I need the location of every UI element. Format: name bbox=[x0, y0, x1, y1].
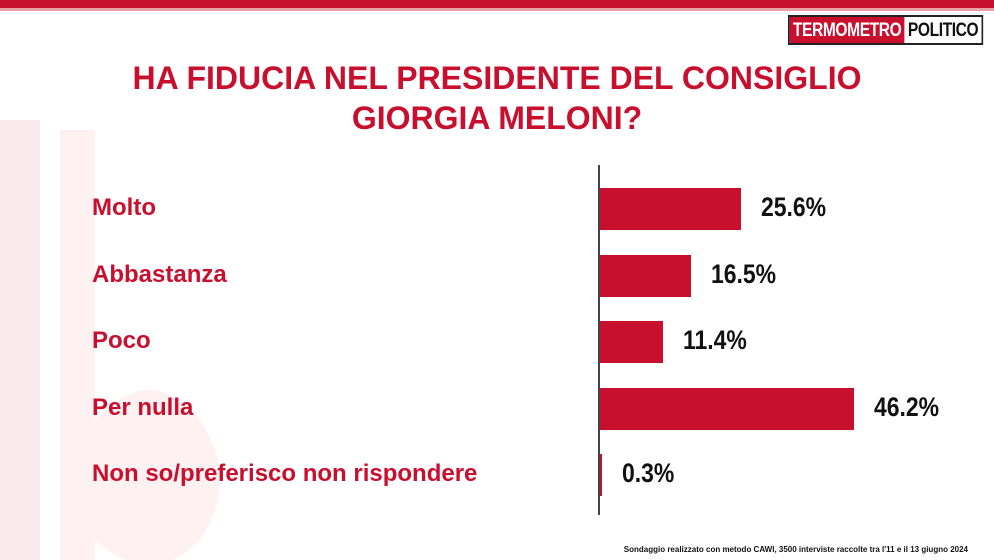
chart-title-line-2: GIORGIA MELONI? bbox=[351, 100, 643, 136]
background-watermark bbox=[0, 120, 220, 560]
category-label: Non so/preferisco non rispondere bbox=[92, 460, 478, 487]
value-label: 0.3% bbox=[622, 458, 675, 488]
category-label: Per nulla bbox=[92, 393, 194, 421]
bar bbox=[600, 321, 663, 363]
value-label: 46.2% bbox=[874, 391, 940, 422]
value-label: 25.6% bbox=[760, 192, 826, 222]
termometro-politico-logo: TERMOMETRO POLITICO bbox=[788, 15, 984, 45]
category-label: Molto bbox=[92, 194, 156, 221]
logo-part1: TERMOMETRO bbox=[789, 17, 905, 43]
category-label: Abbastanza bbox=[92, 260, 227, 288]
top-accent-bar bbox=[0, 0, 994, 8]
bar bbox=[600, 188, 741, 230]
chart-title-line-1: HA FIDUCIA NEL PRESIDENTE DEL CONSIGLIO bbox=[132, 60, 862, 96]
value-label: 11.4% bbox=[682, 325, 747, 355]
bar bbox=[600, 387, 854, 430]
bar bbox=[600, 454, 602, 496]
chart-title: HA FIDUCIA NEL PRESIDENTE DEL CONSIGLIO … bbox=[0, 58, 994, 138]
bar bbox=[600, 254, 691, 297]
value-label: 16.5% bbox=[710, 258, 776, 289]
chart-axis bbox=[598, 165, 600, 515]
category-label: Poco bbox=[92, 327, 151, 354]
footnote: Sondaggio realizzato con metodo CAWI, 35… bbox=[623, 545, 968, 554]
logo-part2: POLITICO bbox=[904, 17, 982, 43]
top-accent-bar-light bbox=[0, 8, 994, 11]
